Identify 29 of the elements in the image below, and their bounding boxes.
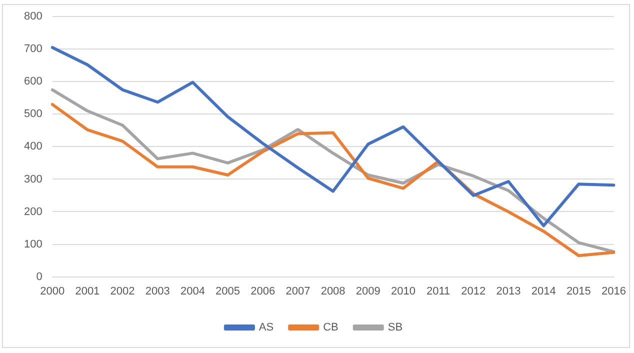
x-tick-label: 2010 (390, 285, 416, 298)
y-tick-label: 200 (24, 206, 42, 218)
x-tick-label: 2009 (356, 285, 380, 298)
x-tick-label: 2012 (461, 285, 486, 298)
x-tick-label: 2016 (602, 285, 626, 298)
x-tick-label: 2001 (75, 285, 100, 298)
x-tick-label: 2014 (531, 285, 556, 298)
x-tick-label: 2003 (145, 285, 170, 298)
y-tick-label: 100 (24, 238, 42, 250)
y-tick-label: 0 (36, 270, 42, 283)
x-tick-label: 2005 (216, 285, 240, 298)
legend-label: SB (388, 322, 403, 334)
x-tick-label: 2002 (110, 285, 135, 298)
legend-label: AS (258, 322, 274, 334)
x-tick-label: 2004 (180, 285, 205, 298)
y-tick-label: 500 (24, 108, 42, 120)
x-tick-label: 2011 (426, 285, 450, 298)
y-tick-label: 300 (24, 173, 42, 186)
x-tick-label: 2007 (286, 285, 310, 298)
legend-label: CB (323, 322, 338, 334)
x-tick-label: 2013 (496, 285, 521, 298)
x-tick-label: 2000 (40, 285, 65, 298)
y-tick-label: 700 (24, 43, 42, 56)
y-tick-label: 400 (24, 140, 42, 153)
y-tick-label: 600 (24, 76, 42, 88)
y-tick-label: 800 (24, 10, 42, 23)
x-tick-label: 2008 (320, 285, 346, 298)
x-tick-label: 2015 (566, 285, 591, 298)
x-tick-label: 2006 (250, 285, 276, 298)
